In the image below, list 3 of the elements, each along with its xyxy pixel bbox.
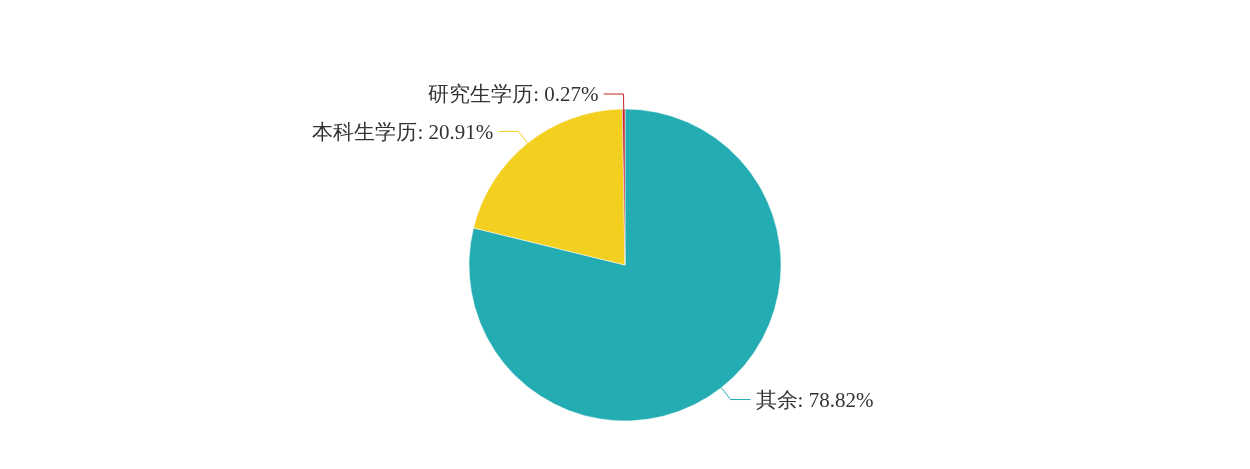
slice-label: 本科生学历: 20.91% bbox=[312, 119, 494, 144]
slice-label: 研究生学历: 0.27% bbox=[428, 82, 599, 107]
slice-label: 其余: 78.82% bbox=[755, 387, 874, 412]
